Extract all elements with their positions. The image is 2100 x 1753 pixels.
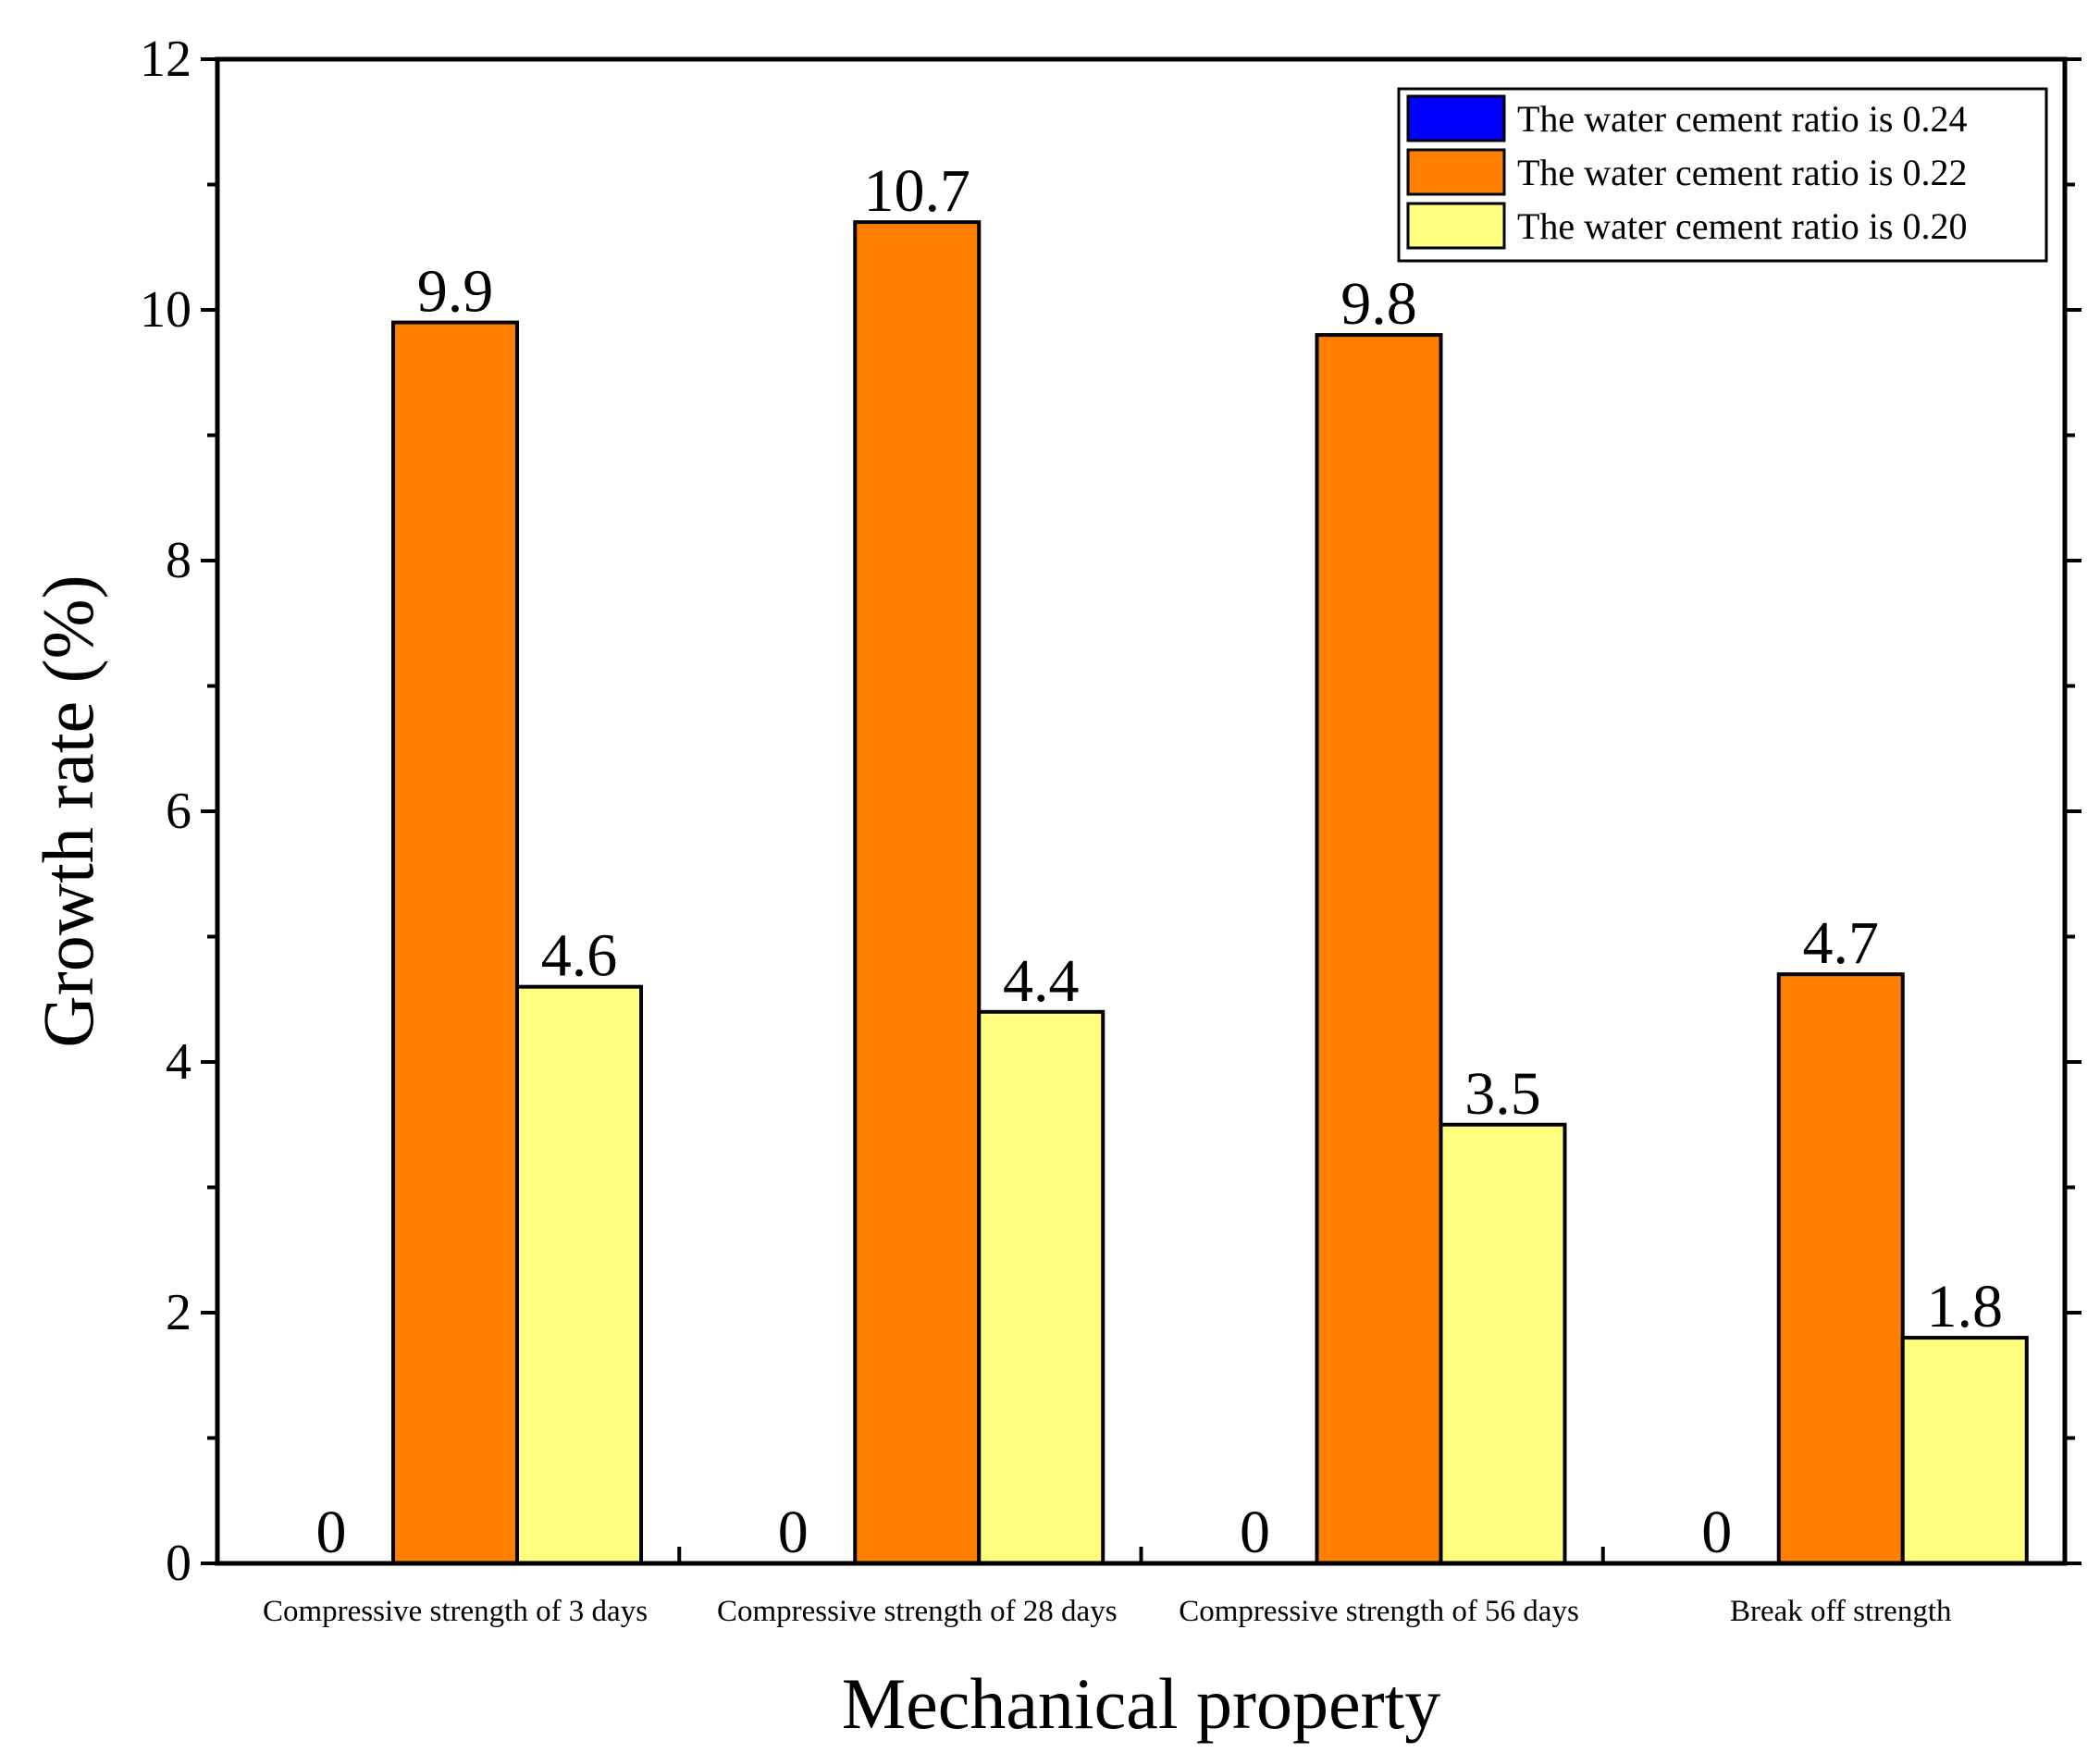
y-tick-label: 6 bbox=[166, 783, 191, 840]
bar-value-label: 0 bbox=[778, 1499, 809, 1566]
y-tick-label: 0 bbox=[166, 1535, 191, 1592]
category-labels-layer: Compressive strength of 3 days Compressiv… bbox=[263, 1595, 1952, 1628]
y-tick-label: 12 bbox=[140, 31, 191, 88]
bar bbox=[1439, 1122, 1567, 1565]
legend-swatch bbox=[1406, 202, 1506, 250]
axis-ticks-layer: 0 2 4 6 8 10 12 bbox=[140, 31, 2081, 1592]
x-axis-label: Mechanical property bbox=[842, 1663, 1441, 1744]
bar-value-label: 4.4 bbox=[1003, 947, 1080, 1015]
category-label: Compressive strength of 56 days bbox=[1179, 1595, 1579, 1628]
legend-swatch bbox=[1406, 148, 1506, 196]
legend-box bbox=[1397, 87, 2048, 263]
bar bbox=[1776, 972, 1905, 1565]
data-labels-layer: 0 9.9 4.6 0 10.7 4.4 0 9.8 3.5 0 4.7 1.8 bbox=[316, 157, 2004, 1566]
legend-label: The water cement ratio is 0.20 bbox=[1517, 205, 1967, 247]
bar-value-label: 10.7 bbox=[864, 157, 971, 225]
bar-value-label: 0 bbox=[1701, 1499, 1732, 1566]
bar-value-label: 4.6 bbox=[541, 922, 618, 990]
bar bbox=[515, 984, 643, 1565]
category-label: Compressive strength of 28 days bbox=[717, 1595, 1118, 1628]
legend-label: The water cement ratio is 0.24 bbox=[1517, 98, 1967, 140]
y-tick-label: 8 bbox=[166, 532, 191, 589]
bars-layer bbox=[391, 220, 2029, 1566]
legend-swatch bbox=[1406, 94, 1506, 142]
category-label: Break off strength bbox=[1730, 1595, 1952, 1628]
bar bbox=[853, 220, 982, 1565]
legend: The water cement ratio is 0.24 The water … bbox=[1397, 87, 2048, 263]
bar-value-label: 3.5 bbox=[1464, 1060, 1541, 1128]
bar-value-label: 0 bbox=[316, 1499, 347, 1566]
bar bbox=[391, 320, 519, 1565]
legend-label: The water cement ratio is 0.22 bbox=[1517, 152, 1967, 193]
y-axis-label: Growth rate (%) bbox=[28, 574, 108, 1047]
bar bbox=[977, 1009, 1106, 1566]
y-tick-label: 10 bbox=[140, 281, 191, 339]
y-tick-label: 4 bbox=[166, 1033, 191, 1091]
bar-value-label: 4.7 bbox=[1803, 909, 1880, 977]
bar bbox=[1900, 1336, 2029, 1565]
bar-value-label: 0 bbox=[1240, 1499, 1270, 1566]
bar-value-label: 9.8 bbox=[1340, 270, 1417, 338]
bar bbox=[1315, 333, 1443, 1566]
bar-value-label: 1.8 bbox=[1927, 1273, 2004, 1340]
category-label: Compressive strength of 3 days bbox=[263, 1595, 648, 1628]
bar-value-label: 9.9 bbox=[417, 258, 494, 326]
y-tick-label: 2 bbox=[166, 1284, 191, 1341]
